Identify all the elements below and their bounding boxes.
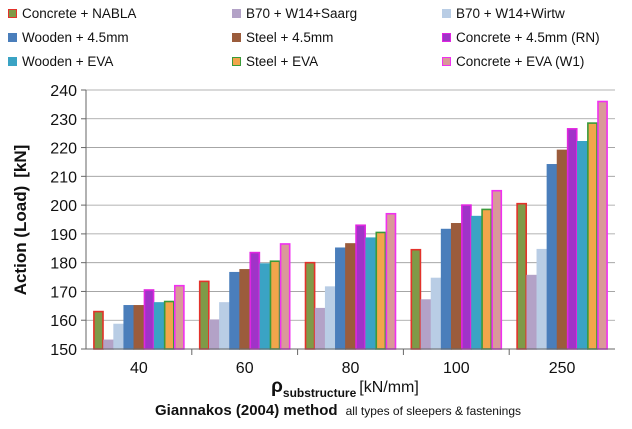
bar bbox=[355, 224, 366, 350]
legend-swatch bbox=[8, 9, 17, 18]
legend-label: Concrete + NABLA bbox=[22, 6, 137, 21]
y-tick-label: 170 bbox=[50, 284, 77, 301]
bar bbox=[304, 261, 316, 350]
bar bbox=[491, 189, 503, 350]
bar bbox=[249, 251, 261, 350]
bar bbox=[430, 277, 442, 350]
legend-label: B70 + W14+Saarg bbox=[246, 6, 358, 21]
legend-label: Concrete + EVA (W1) bbox=[456, 54, 585, 69]
bar bbox=[123, 305, 135, 350]
bar bbox=[385, 212, 397, 350]
x-tick-label: 100 bbox=[443, 360, 470, 377]
bar bbox=[556, 149, 568, 350]
y-tick-label: 190 bbox=[50, 227, 77, 244]
legend-label: Wooden + 4.5mm bbox=[22, 30, 129, 45]
bar bbox=[314, 307, 326, 350]
bar bbox=[587, 122, 598, 350]
legend-item: Wooden + EVA bbox=[8, 54, 113, 69]
axes bbox=[85, 90, 615, 350]
bar bbox=[375, 231, 387, 350]
legend-label: Steel + 4.5mm bbox=[246, 30, 334, 45]
bar bbox=[259, 263, 271, 350]
legend-item: Concrete + NABLA bbox=[8, 6, 136, 21]
bar bbox=[133, 305, 145, 350]
bar bbox=[420, 299, 432, 350]
x-tick-labels: 40 60 80 100 250 bbox=[130, 360, 576, 377]
y-axis-label: Action (Load)[kN] bbox=[11, 145, 30, 296]
bar bbox=[335, 247, 346, 350]
bar bbox=[143, 289, 155, 350]
legend-swatch bbox=[442, 57, 451, 66]
bar bbox=[481, 208, 492, 350]
legend: Concrete + NABLA B70 + W14+Saarg B70 + W14… bbox=[0, 0, 632, 82]
bar bbox=[566, 128, 578, 350]
legend-item: Concrete + 4.5mm (RN) bbox=[442, 30, 600, 45]
bar bbox=[173, 284, 185, 350]
legend-swatch bbox=[232, 33, 241, 42]
legend-item: Concrete + EVA (W1) bbox=[442, 54, 584, 69]
bar bbox=[471, 215, 482, 350]
bar bbox=[229, 271, 240, 350]
legend-label: B70 + W14+Wirtw bbox=[456, 6, 565, 21]
bar bbox=[113, 323, 125, 350]
bar bbox=[461, 204, 472, 350]
bar bbox=[153, 302, 165, 350]
x-tick-label: 40 bbox=[130, 360, 148, 377]
bar bbox=[324, 286, 336, 350]
bar bbox=[209, 319, 220, 350]
bar bbox=[239, 269, 251, 350]
bar bbox=[93, 310, 104, 350]
legend-item: B70 + W14+Wirtw bbox=[442, 6, 565, 21]
bar bbox=[279, 243, 291, 350]
legend-label: Concrete + 4.5mm (RN) bbox=[456, 30, 600, 45]
legend-swatch bbox=[442, 9, 451, 18]
y-tick-label: 210 bbox=[50, 169, 77, 186]
bar bbox=[536, 248, 548, 350]
legend-swatch bbox=[442, 33, 451, 42]
bar bbox=[526, 274, 538, 350]
legend-label: Steel + EVA bbox=[246, 54, 319, 69]
bar bbox=[576, 141, 588, 350]
x-axis-label: ρsubstructure [kN/mm] bbox=[271, 376, 419, 400]
bar bbox=[163, 300, 175, 350]
y-tick-label: 230 bbox=[50, 112, 77, 129]
bar bbox=[410, 248, 422, 350]
bar bbox=[516, 202, 528, 350]
legend-swatch bbox=[232, 57, 241, 66]
legend-item: B70 + W14+Saarg bbox=[232, 6, 357, 21]
y-tick-label: 220 bbox=[50, 141, 77, 158]
legend-swatch bbox=[232, 9, 241, 18]
bar bbox=[345, 243, 356, 350]
bar bbox=[450, 223, 462, 350]
chart-caption: Giannakos (2004) method all types of slee… bbox=[155, 402, 521, 419]
y-tick-label: 240 bbox=[50, 83, 77, 100]
legend-swatch bbox=[8, 57, 17, 66]
legend-item: Steel + 4.5mm bbox=[232, 30, 333, 45]
y-tick-label: 160 bbox=[50, 313, 77, 330]
y-tick-labels: 150 160 170 180 190 200 210 220 230 240 bbox=[50, 83, 77, 359]
x-tick-label: 60 bbox=[236, 360, 254, 377]
y-tick-label: 180 bbox=[50, 256, 77, 273]
bar bbox=[440, 228, 452, 350]
bars bbox=[93, 100, 608, 350]
bar bbox=[219, 302, 230, 350]
y-tick-label: 150 bbox=[50, 342, 77, 359]
bar bbox=[103, 339, 114, 350]
legend-item: Wooden + 4.5mm bbox=[8, 30, 129, 45]
legend-item: Steel + EVA bbox=[232, 54, 318, 69]
x-tick-label: 80 bbox=[342, 360, 360, 377]
bar bbox=[198, 280, 210, 350]
bar bbox=[597, 100, 608, 350]
x-tick-label: 250 bbox=[549, 360, 576, 377]
legend-swatch bbox=[8, 33, 17, 42]
bar bbox=[269, 260, 281, 350]
y-tick-label: 200 bbox=[50, 198, 77, 215]
bar bbox=[365, 237, 377, 350]
bar bbox=[546, 164, 558, 350]
legend-label: Wooden + EVA bbox=[22, 54, 114, 69]
